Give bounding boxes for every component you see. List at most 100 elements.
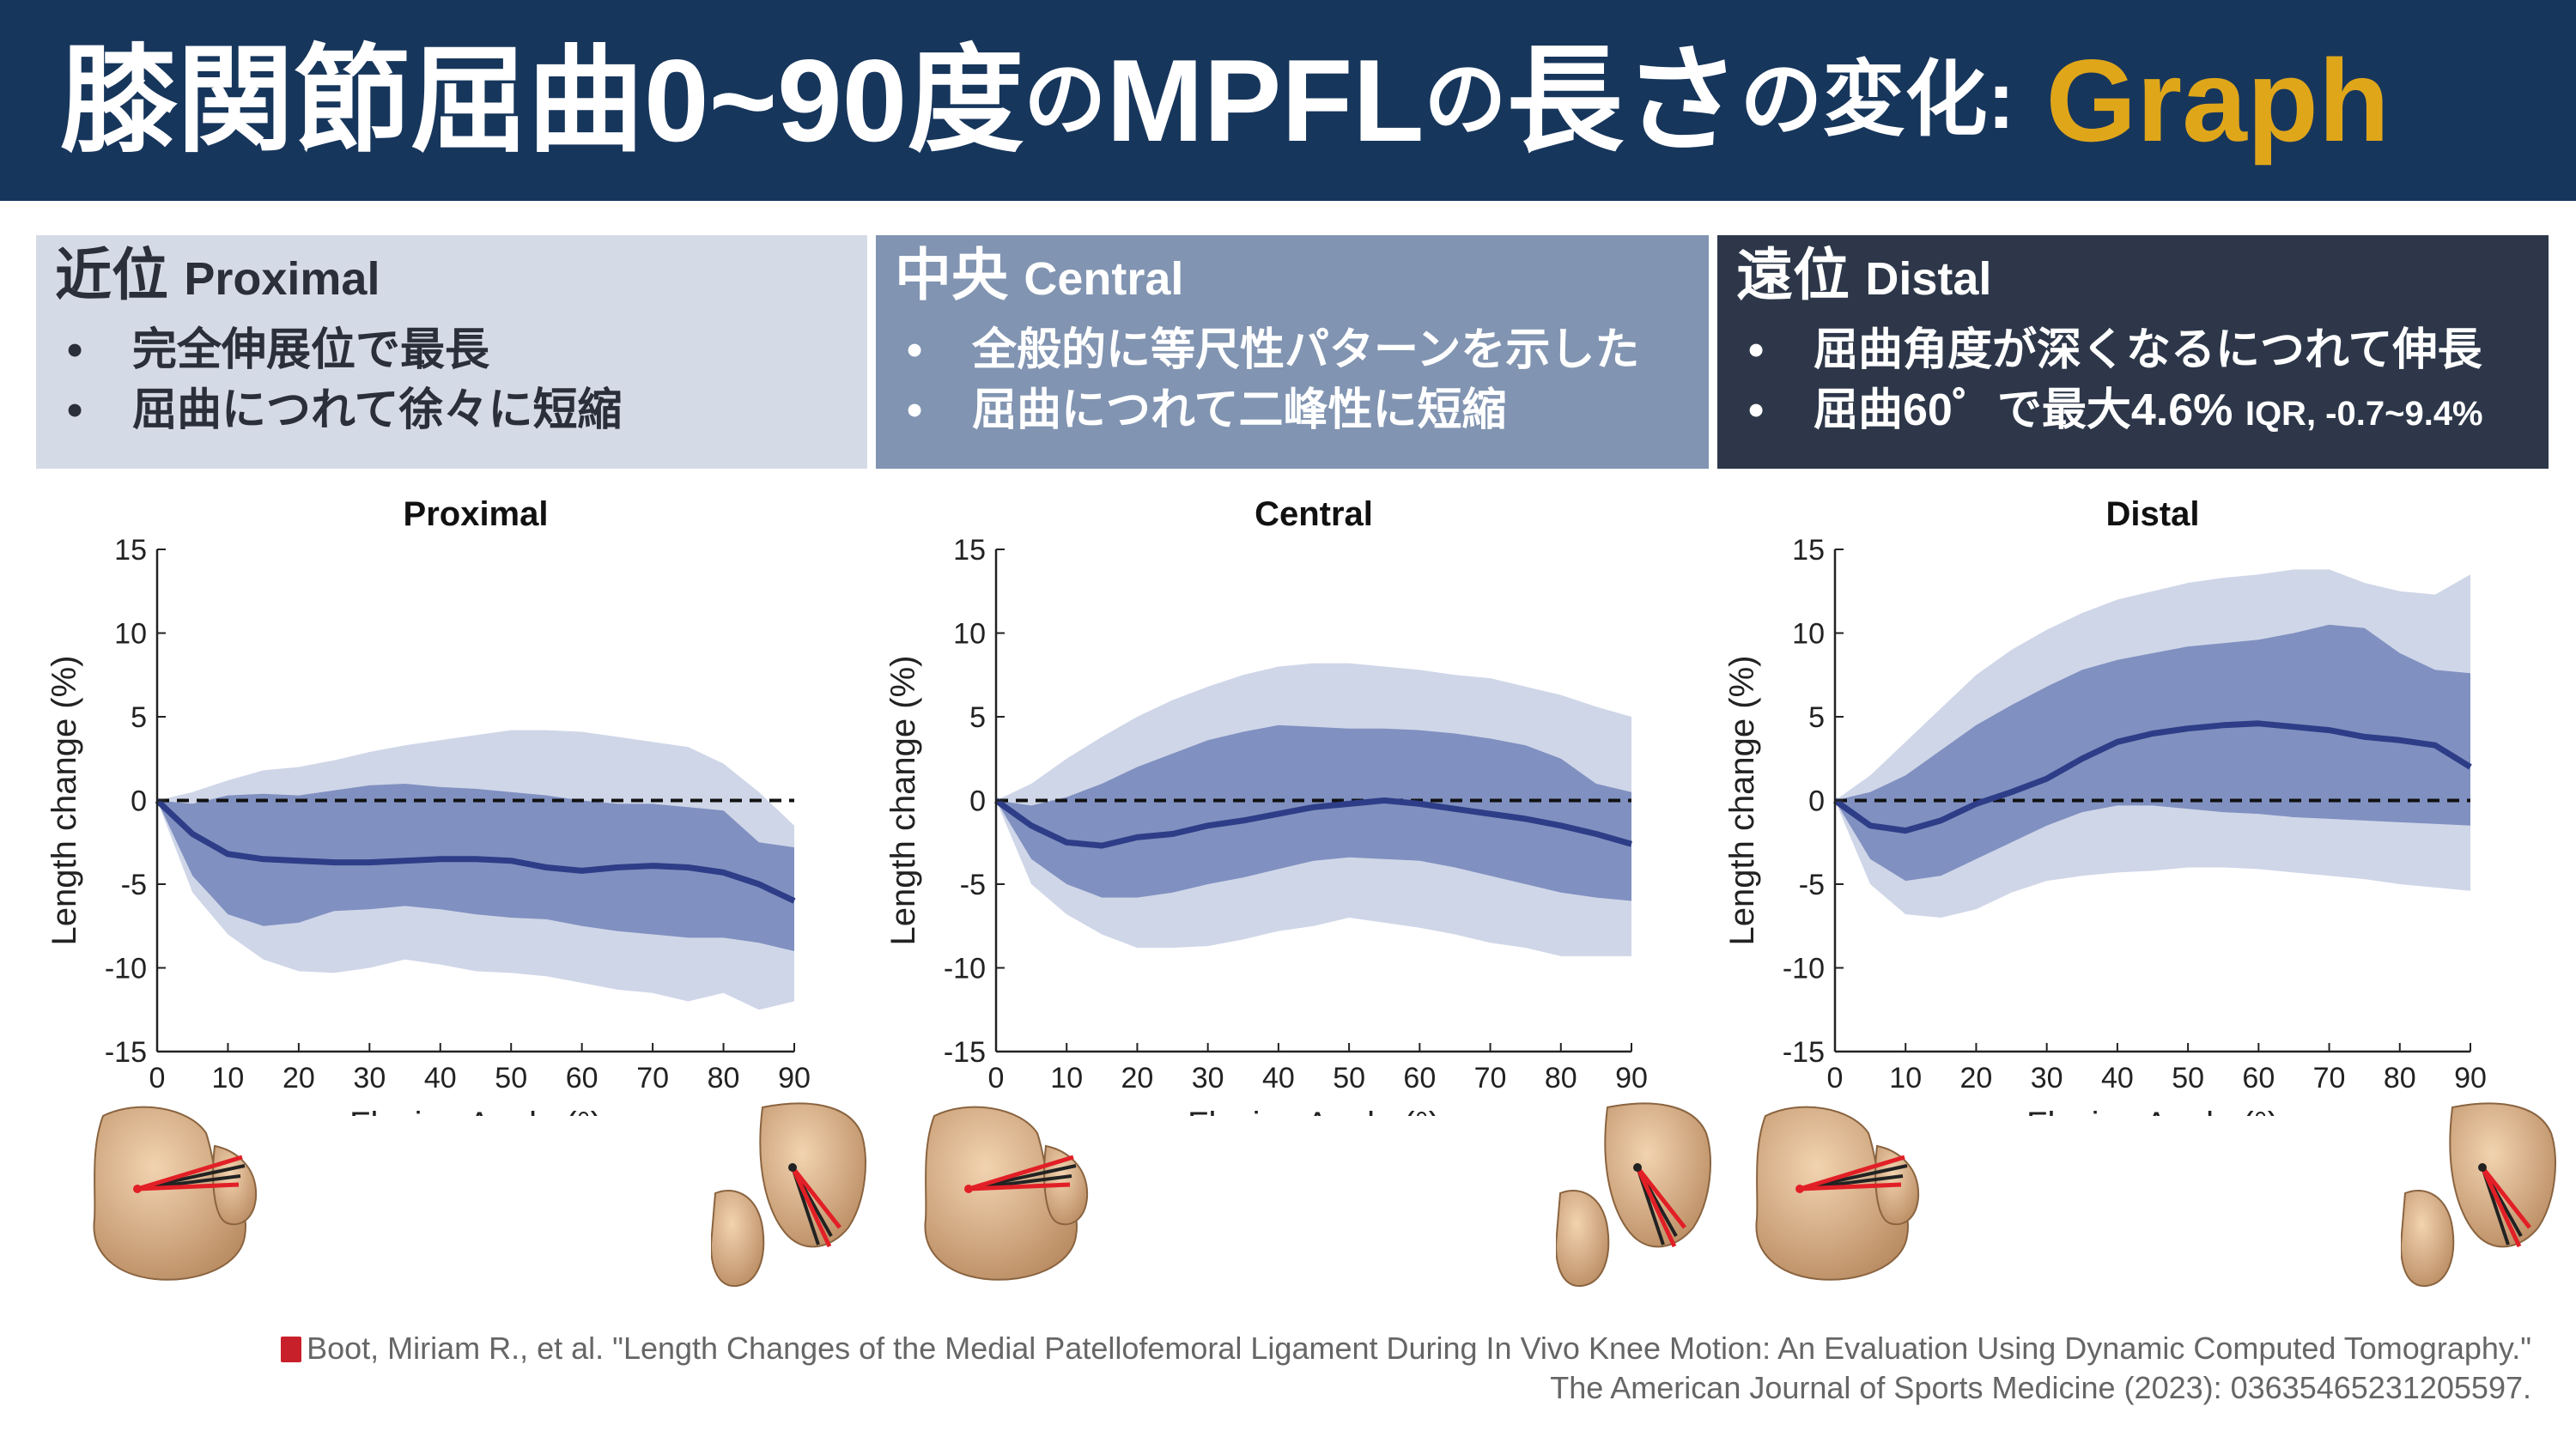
y-tick-label: -10 (105, 953, 147, 985)
x-tick-label: 20 (1960, 1062, 1993, 1094)
y-tick-label: 0 (131, 785, 147, 818)
x-tick-label: 70 (2313, 1062, 2346, 1094)
x-tick-label: 80 (1545, 1062, 1577, 1094)
x-tick-label: 90 (1615, 1062, 1648, 1094)
y-axis-label: Length change (%) (46, 655, 83, 945)
y-tick-label: 5 (969, 701, 986, 734)
bullet-icon: • (67, 385, 83, 435)
panel-title: 近位 Proximal (55, 244, 867, 306)
knee-flexion-illustration (711, 1099, 874, 1288)
iqr-band (996, 724, 1631, 901)
x-tick-label: 70 (1474, 1062, 1507, 1094)
list-item: • 屈曲60゜で最大4.6% IQR, -0.7~9.4% (1736, 380, 2549, 444)
median-line (1832, 720, 2472, 834)
panel-central: 中央 Central • 全般的に等尺性パターンを示した • 屈曲につれて二峰性に短… (876, 235, 1709, 469)
x-tick-label: 90 (778, 1062, 811, 1094)
median-line (155, 797, 796, 904)
x-tick-label: 70 (636, 1062, 669, 1094)
title-part-5: 長さ (1506, 35, 1741, 166)
book-icon (281, 1337, 302, 1362)
x-tick-label: 60 (2242, 1062, 2275, 1094)
y-tick-label: -15 (1783, 1036, 1825, 1069)
x-tick-label: 50 (2172, 1062, 2204, 1094)
knee-extension-illustration (86, 1099, 266, 1288)
bullet-icon: • (67, 324, 83, 375)
bullet-text: 屈曲につれて徐々に短縮 (132, 385, 623, 435)
y-tick-label: 10 (114, 618, 147, 651)
list-item: • 完全伸展位で最長 (55, 320, 867, 380)
panel-title-en: Proximal (184, 253, 380, 305)
panel-title-jp: 中央 (895, 243, 1008, 306)
bullet-text: 屈曲につれて二峰性に短縮 (972, 385, 1507, 435)
title-part-4: の (1424, 54, 1507, 146)
x-axis-label: Flexion Angle (°) (1188, 1106, 1440, 1116)
title-part-6: の変化: (1740, 54, 2015, 146)
y-tick-label: 5 (1808, 701, 1825, 734)
x-tick-label: 10 (1889, 1062, 1922, 1094)
x-tick-label: 30 (1192, 1062, 1224, 1094)
y-tick-label: -5 (1799, 869, 1825, 901)
median-line (993, 797, 1632, 849)
chart-title: Proximal (404, 495, 549, 533)
bullet-icon: • (1748, 385, 1765, 435)
x-tick-label: 80 (708, 1062, 740, 1094)
x-tick-label: 0 (1827, 1062, 1844, 1094)
citation: Boot, Miriam R., et al. "Length Changes … (281, 1329, 2531, 1408)
list-item: • 屈曲につれて二峰性に短縮 (895, 380, 1709, 440)
panel-title: 遠位 Distal (1736, 244, 2549, 306)
y-tick-label: 15 (953, 534, 986, 567)
x-tick-label: 20 (283, 1062, 315, 1094)
x-tick-label: 60 (1403, 1062, 1436, 1094)
bullet-icon: • (1748, 324, 1765, 375)
y-axis-label: Length change (%) (884, 655, 922, 945)
x-tick-label: 50 (495, 1062, 527, 1094)
y-tick-label: -5 (960, 869, 986, 901)
chart-title: Distal (2106, 495, 2200, 533)
x-tick-label: 20 (1121, 1062, 1154, 1094)
y-axis-label: Length change (%) (1723, 655, 1761, 945)
y-tick-label: 0 (969, 785, 986, 818)
bullet-icon: • (907, 385, 923, 435)
y-tick-label: 0 (1808, 785, 1825, 818)
y-tick-label: -5 (121, 869, 147, 901)
knee-flexion-illustration (2401, 1099, 2564, 1288)
iqr-band (157, 784, 794, 951)
title-accent: Graph (2045, 35, 2390, 166)
x-tick-label: 0 (988, 1062, 1005, 1094)
x-axis-label: Flexion Angle (°) (349, 1106, 602, 1116)
x-tick-label: 40 (2101, 1062, 2134, 1094)
bullet-list: • 完全伸展位で最長 • 屈曲につれて徐々に短縮 (55, 320, 867, 440)
y-tick-label: -15 (105, 1036, 147, 1069)
bullet-list: • 屈曲角度が深くなるにつれて伸長 • 屈曲60゜で最大4.6% IQR, -0.7… (1736, 320, 2549, 444)
x-tick-label: 10 (1050, 1062, 1083, 1094)
bullet-text: 屈曲60゜で最大4.6% (1814, 385, 2233, 435)
citation-line-2: The American Journal of Sports Medicine … (1550, 1370, 2531, 1405)
title-part-1: 膝関節屈曲0~90度 (60, 35, 1024, 166)
panel-title: 中央 Central (895, 244, 1709, 306)
bullet-text: 全般的に等尺性パターンを示した (972, 324, 1640, 375)
panel-title-en: Central (1024, 253, 1184, 305)
panel-title-jp: 近位 (55, 243, 168, 306)
citation-text-1: Boot, Miriam R., et al. "Length Changes … (307, 1331, 2531, 1366)
title-part-2: の (1024, 54, 1107, 146)
panel-distal: 遠位 Distal • 屈曲角度が深くなるにつれて伸長 • 屈曲60゜で最大4.6%… (1717, 235, 2549, 469)
panel-title-jp: 遠位 (1736, 243, 1850, 306)
list-item: • 全般的に等尺性パターンを示した (895, 320, 1709, 380)
bullet-text: 屈曲角度が深くなるにつれて伸長 (1814, 324, 2482, 375)
x-tick-label: 30 (353, 1062, 386, 1094)
y-tick-label: -15 (944, 1036, 986, 1069)
chart-title: Central (1255, 495, 1373, 533)
list-item: • 屈曲角度が深くなるにつれて伸長 (1736, 320, 2549, 380)
x-tick-label: 40 (424, 1062, 457, 1094)
y-tick-label: -10 (1783, 953, 1825, 985)
x-tick-label: 40 (1262, 1062, 1295, 1094)
x-tick-label: 60 (566, 1062, 598, 1094)
y-tick-label: 10 (1792, 618, 1825, 651)
bullet-list: • 全般的に等尺性パターンを示した • 屈曲につれて二峰性に短縮 (895, 320, 1709, 440)
y-tick-label: 15 (114, 534, 147, 567)
bullet-text: 完全伸展位で最長 (132, 324, 490, 375)
panel-title-en: Distal (1865, 253, 1992, 305)
